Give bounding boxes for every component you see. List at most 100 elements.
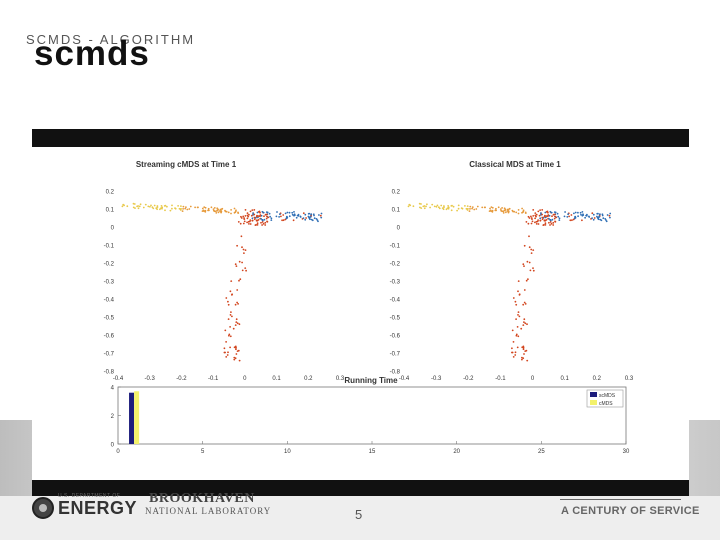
scatter-point bbox=[275, 215, 278, 218]
scatter-point bbox=[521, 207, 523, 210]
scatter-point bbox=[220, 208, 222, 211]
scatter-point bbox=[528, 246, 531, 249]
x-tick-label: -0.2 bbox=[176, 376, 187, 382]
scatter-point bbox=[137, 207, 140, 210]
scatter-point bbox=[522, 324, 525, 326]
scatter-point bbox=[534, 212, 537, 214]
scatter-point bbox=[285, 216, 288, 219]
scatter-point bbox=[466, 208, 469, 210]
scatter-point bbox=[320, 212, 323, 215]
scatter-point bbox=[511, 351, 514, 354]
scatter-point bbox=[265, 211, 268, 213]
scatter-point bbox=[457, 204, 460, 207]
scatter-point bbox=[592, 218, 595, 221]
scatter-point bbox=[553, 217, 556, 220]
scatter-point bbox=[431, 203, 434, 206]
scatter-point bbox=[235, 321, 238, 323]
scatter-point bbox=[278, 216, 280, 218]
scatter-point bbox=[224, 351, 227, 354]
scatter-point bbox=[235, 348, 237, 351]
scatter-point bbox=[181, 210, 184, 212]
scatter-point bbox=[215, 212, 218, 214]
scatter-point bbox=[261, 210, 264, 213]
scatter-point bbox=[233, 207, 236, 210]
scatter-point bbox=[484, 206, 486, 209]
scatter-point bbox=[517, 290, 519, 293]
scatter-point bbox=[517, 314, 519, 316]
scatter-point bbox=[291, 211, 294, 214]
scatter-point bbox=[520, 327, 523, 330]
scatter-point bbox=[545, 211, 548, 213]
scatter-point bbox=[532, 267, 534, 269]
scatter-point bbox=[516, 326, 519, 328]
scatter-point bbox=[420, 203, 422, 205]
scatter-point bbox=[237, 221, 240, 223]
scatter-point bbox=[210, 206, 213, 209]
scatter-point bbox=[235, 353, 238, 355]
scatter-point bbox=[234, 324, 237, 326]
scatter-point bbox=[407, 205, 410, 208]
scatter-point bbox=[524, 303, 527, 305]
scatter-point bbox=[230, 209, 233, 211]
scatter-point bbox=[184, 207, 187, 210]
scatter-point bbox=[251, 209, 254, 211]
y-tick-label: 0.2 bbox=[106, 190, 115, 196]
scatter-point bbox=[527, 215, 530, 218]
y-tick-label: -0.1 bbox=[104, 244, 115, 250]
scatter-point bbox=[286, 211, 289, 214]
scatter-point bbox=[248, 213, 250, 216]
scatter-point bbox=[530, 217, 533, 219]
scatter-point bbox=[302, 217, 305, 219]
scatter-point bbox=[240, 235, 243, 238]
scatter-point bbox=[220, 210, 223, 213]
scatter-point bbox=[236, 244, 239, 247]
scatter-point bbox=[236, 322, 239, 325]
scatter-point bbox=[408, 203, 411, 206]
scatter-point bbox=[249, 219, 252, 221]
scatter-point bbox=[208, 209, 210, 212]
scatter-point bbox=[260, 221, 262, 224]
scatter-point bbox=[552, 221, 555, 224]
scatter-point bbox=[234, 263, 237, 266]
scatter-point bbox=[549, 224, 551, 226]
scatter-point bbox=[566, 216, 569, 218]
scatter-point bbox=[452, 205, 455, 208]
scatter-point bbox=[522, 357, 525, 360]
x-tick-label: 30 bbox=[623, 449, 630, 455]
slide-title: scmds bbox=[34, 34, 150, 73]
scatter-point bbox=[253, 218, 256, 221]
scatter-point bbox=[523, 244, 526, 247]
scatter-point bbox=[599, 218, 602, 221]
video-frame[interactable]: Streaming cMDS at Time 1 0.2 0.1 0 -0.1 -0.2… bbox=[32, 129, 689, 498]
y-tick-label: -0.2 bbox=[390, 262, 401, 268]
scatter-point bbox=[216, 207, 219, 210]
scatter-point bbox=[313, 214, 315, 217]
running-time-legend: scMDS cMDS bbox=[586, 389, 624, 408]
scatter-point bbox=[518, 315, 521, 318]
scatter-point bbox=[541, 209, 544, 211]
scatter-point bbox=[441, 207, 444, 209]
scatter-point bbox=[243, 217, 245, 219]
scatter-point bbox=[282, 214, 285, 216]
scatter-point bbox=[530, 215, 532, 218]
scatter-point bbox=[288, 215, 291, 218]
scatter-point bbox=[554, 215, 556, 218]
scatter-point bbox=[539, 209, 541, 211]
scatter-point bbox=[203, 206, 206, 208]
figure-svg: Streaming cMDS at Time 1 0.2 0.1 0 -0.1 -0.2… bbox=[104, 160, 634, 455]
scatter-point bbox=[553, 211, 556, 213]
scatter-point bbox=[544, 219, 547, 222]
scatter-point bbox=[225, 356, 228, 358]
scatter-point bbox=[309, 216, 312, 218]
scatter-point bbox=[241, 269, 244, 272]
scatter-point bbox=[547, 215, 549, 218]
scatter-point bbox=[457, 207, 460, 210]
scatter-point bbox=[133, 203, 136, 205]
scatter-point bbox=[550, 222, 553, 225]
scatter-point bbox=[514, 354, 517, 356]
scatter-point bbox=[558, 217, 561, 220]
scatter-point bbox=[515, 211, 518, 214]
scatter-point bbox=[262, 222, 265, 225]
scatter-point bbox=[528, 235, 530, 238]
scatter-point bbox=[497, 206, 500, 209]
